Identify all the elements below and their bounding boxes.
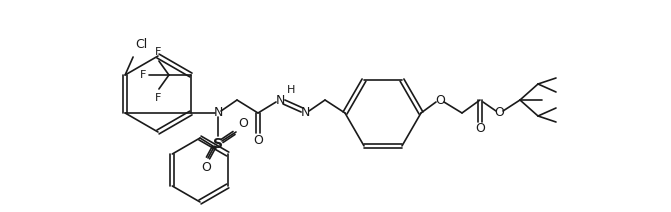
Text: O: O — [238, 117, 248, 130]
Text: N: N — [275, 93, 285, 106]
Text: O: O — [494, 106, 504, 120]
Text: O: O — [475, 123, 485, 135]
Text: N: N — [301, 106, 310, 120]
Text: F: F — [140, 70, 146, 80]
Text: O: O — [435, 93, 445, 106]
Text: H: H — [287, 85, 295, 95]
Text: F: F — [155, 47, 161, 57]
Text: F: F — [155, 93, 161, 103]
Text: Cl: Cl — [135, 38, 148, 51]
Text: O: O — [253, 134, 263, 146]
Text: N: N — [213, 106, 223, 120]
Text: S: S — [213, 137, 223, 151]
Text: O: O — [201, 161, 211, 174]
